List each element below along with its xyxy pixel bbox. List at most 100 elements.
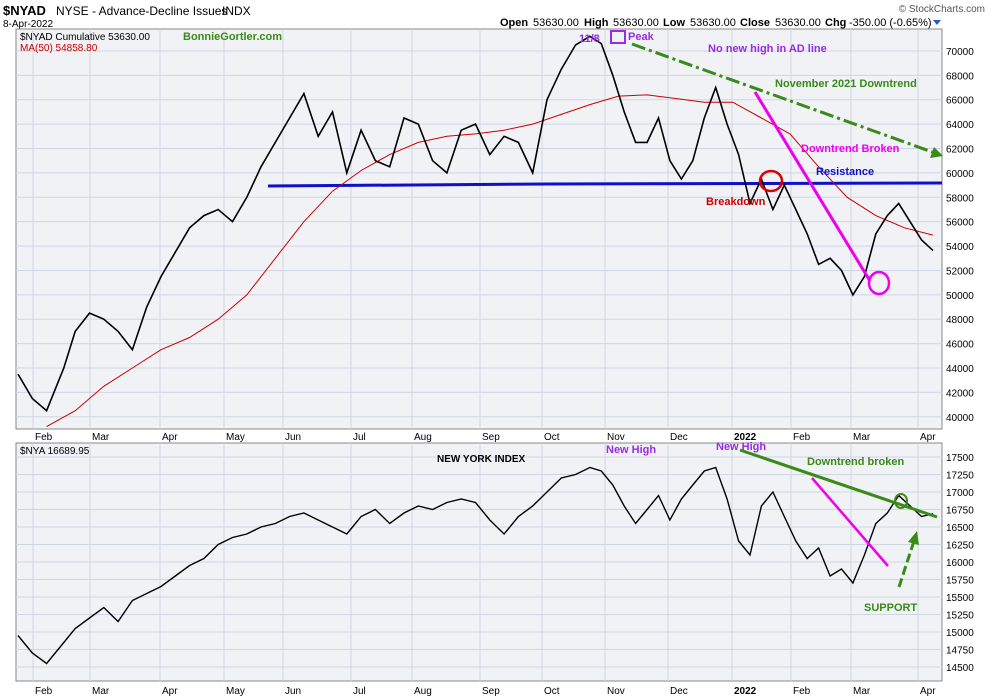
top-panel-frame: [15, 28, 943, 430]
x-tick-label: Mar: [853, 686, 871, 697]
legend-nyad: $NYAD Cumulative 53630.00: [20, 32, 150, 43]
y-tick-label: 58000: [946, 193, 974, 204]
ohlc-close: 53630.00: [775, 17, 821, 29]
x-tick-label: Mar: [853, 432, 871, 443]
downtrend-arrow-icon: [930, 147, 943, 158]
y-tick-label: 16500: [946, 523, 974, 534]
y-tick-label: 16750: [946, 506, 974, 517]
x-tick-label: Sep: [482, 686, 500, 697]
legend-nya: $NYA 16689.95: [20, 446, 90, 457]
y-tick-label: 62000: [946, 145, 974, 156]
author-credit: BonnieGortler.com: [183, 31, 282, 43]
x-tick-label: Aug: [414, 432, 432, 443]
y-tick-label: 15000: [946, 628, 974, 639]
index-tag: INDX: [222, 4, 251, 18]
x-tick-label: May: [226, 686, 245, 697]
new-high-label-1: New High: [606, 444, 656, 456]
peak-label: Peak: [628, 31, 655, 43]
y-tick-label: 42000: [946, 388, 974, 399]
watermark: © StockCharts.com: [899, 4, 985, 15]
y-tick-label: 14750: [946, 646, 974, 657]
x-tick-label: Jul: [353, 432, 366, 443]
dropdown-caret-icon[interactable]: [933, 20, 941, 25]
date-11-8-label: 11/8: [579, 33, 600, 45]
x-tick-label: Feb: [35, 686, 53, 697]
y-tick-label: 46000: [946, 340, 974, 351]
y-tick-label: 44000: [946, 364, 974, 375]
y-tick-label: 50000: [946, 291, 974, 302]
x-tick-label: Nov: [607, 686, 625, 697]
y-tick-label: 15500: [946, 593, 974, 604]
new-high-label-2: New High: [716, 441, 766, 453]
y-tick-label: 15250: [946, 611, 974, 622]
ohlc-chg: -350.00 (-0.65%): [849, 17, 932, 29]
top-y-axis: 40000 42000 44000 46000 48000 50000 52000 54000…: [946, 47, 974, 424]
legend-ma50: MA(50) 54858.80: [20, 43, 98, 54]
x-tick-label: Feb: [793, 432, 811, 443]
y-tick-label: 17250: [946, 471, 974, 482]
x-tick-label: Jun: [285, 432, 301, 443]
y-tick-label: 14500: [946, 663, 974, 674]
ohlc-open: 53630.00: [533, 17, 579, 29]
ohlc-open-label: Open: [500, 17, 528, 29]
nyad-cumulative-line: [17, 35, 934, 413]
x-tick-label: Apr: [162, 432, 178, 443]
y-tick-label: 54000: [946, 242, 974, 253]
downtrend-broken-bottom-label: Downtrend broken: [807, 456, 904, 468]
y-tick-label: 60000: [946, 169, 974, 180]
y-tick-label: 64000: [946, 120, 974, 131]
symbol-title: $NYAD: [3, 3, 46, 18]
x-tick-label: 2022: [734, 432, 757, 443]
x-tick-label: Jul: [353, 686, 366, 697]
lower-panel-title: NEW YORK INDEX: [437, 454, 525, 465]
y-tick-label: 56000: [946, 218, 974, 229]
x-tick-label: Mar: [92, 432, 110, 443]
ohlc-high: 53630.00: [613, 17, 659, 29]
y-tick-label: 52000: [946, 266, 974, 277]
ohlc-close-label: Close: [740, 17, 770, 29]
exchange-name: NYSE - Advance-Decline Issues: [56, 4, 227, 18]
breakdown-label: Breakdown: [706, 196, 766, 208]
november-downtrend-label: November 2021 Downtrend: [775, 78, 917, 90]
resistance-label: Resistance: [816, 166, 874, 178]
x-tick-label: Dec: [670, 686, 688, 697]
ohlc-chg-label: Chg: [825, 17, 846, 29]
breakdown-circle: [758, 169, 784, 193]
y-tick-label: 66000: [946, 96, 974, 107]
x-tick-label: Sep: [482, 432, 500, 443]
x-tick-label: Apr: [920, 686, 936, 697]
x-tick-label: Oct: [544, 686, 560, 697]
bottom-grid: [16, 443, 942, 681]
downtrend-line-pink: [753, 91, 872, 282]
x-tick-label: Aug: [414, 686, 432, 697]
downtrend-broken-label: Downtrend Broken: [801, 143, 900, 155]
y-tick-label: 15750: [946, 576, 974, 587]
y-tick-label: 17000: [946, 488, 974, 499]
y-tick-label: 68000: [946, 71, 974, 82]
peak-marker-box: [610, 30, 626, 44]
bottom-x-axis: Feb Mar Apr May Jun Jul Aug Sep Oct Nov Dec 2022 Feb…: [35, 686, 936, 697]
bottom-y-axis: 14500 14750 15000 15250 15500 15750 16000 16250…: [946, 453, 974, 674]
y-tick-label: 17500: [946, 453, 974, 464]
support-arrow-icon: [908, 531, 919, 545]
y-tick-label: 48000: [946, 315, 974, 326]
x-tick-label: 2022: [734, 686, 757, 697]
bottom-pink-trendline: [811, 477, 889, 567]
november-downtrend-line: [631, 42, 936, 155]
y-tick-label: 16250: [946, 541, 974, 552]
x-tick-label: Jun: [285, 686, 301, 697]
x-tick-label: May: [226, 432, 245, 443]
x-tick-label: Oct: [544, 432, 560, 443]
top-x-axis: Feb Mar Apr May Jun Jul Aug Sep Oct Nov Dec 2022 Feb…: [35, 432, 936, 443]
x-tick-label: Apr: [162, 686, 178, 697]
chart-date: 8-Apr-2022: [3, 19, 53, 30]
x-tick-label: Mar: [92, 686, 110, 697]
top-grid: [16, 29, 942, 429]
x-tick-label: Feb: [793, 686, 811, 697]
bottom-breakout-circle: [894, 493, 908, 509]
ohlc-high-label: High: [584, 17, 609, 29]
x-tick-label: Feb: [35, 432, 53, 443]
ohlc-low: 53630.00: [690, 17, 736, 29]
